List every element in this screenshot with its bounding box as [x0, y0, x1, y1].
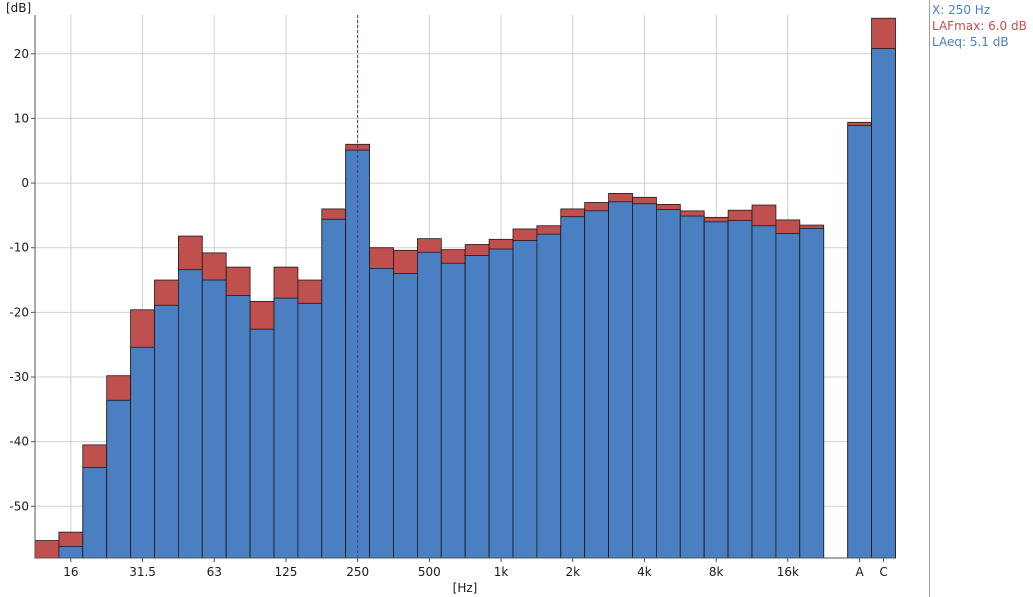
bar-laeq-2.5k[interactable] — [584, 210, 610, 559]
bar-laeq-800[interactable] — [464, 255, 490, 559]
bar-laeq-31.5[interactable] — [130, 346, 155, 559]
bar-lafmax-12.5[interactable] — [34, 540, 60, 559]
bar-laeq-2k[interactable] — [560, 216, 586, 559]
bar-laeq-20k[interactable] — [799, 227, 825, 559]
bar-laeq-200[interactable] — [321, 218, 347, 559]
x-tick-label: 1k — [494, 565, 509, 579]
bar-laeq-80[interactable] — [225, 295, 251, 559]
bar-laeq-1.25k[interactable] — [512, 240, 538, 559]
y-tick-label: -40 — [9, 435, 29, 449]
bar-laeq-315[interactable] — [369, 267, 394, 559]
bar-laeq-16k[interactable] — [775, 233, 801, 559]
bar-laeq-3.15k[interactable] — [608, 201, 633, 559]
x-tick-label: 16 — [63, 565, 78, 579]
x-tick-label: 31.5 — [129, 565, 156, 579]
y-tick-label: 10 — [14, 111, 29, 125]
bar-laeq-25[interactable] — [106, 399, 131, 559]
bar-laeq-5k[interactable] — [656, 209, 681, 559]
bar-laeq-125[interactable] — [273, 297, 299, 559]
bars — [34, 17, 896, 559]
bar-laeq-40[interactable] — [154, 304, 179, 559]
x-tick-label: C — [879, 565, 887, 579]
bar-laeq-160[interactable] — [297, 302, 323, 559]
x-tick-label: 500 — [418, 565, 441, 579]
y-axis-label: [dB] — [6, 1, 31, 15]
x-tick-label: 2k — [565, 565, 580, 579]
chart[interactable]: 20 10 0 -10 -20 -30 -40 -50 16 31.5 63 125 250 500 1k 2… — [0, 0, 930, 597]
bar-laeq-12.5k[interactable] — [751, 225, 777, 559]
y-tick-label: -10 — [9, 241, 29, 255]
x-axis-label: [Hz] — [453, 581, 478, 595]
x-tick-label: 63 — [207, 565, 222, 579]
x-tick-label: 125 — [274, 565, 297, 579]
bar-laeq-C[interactable] — [871, 48, 896, 559]
readout-x: X: 250 Hz — [932, 3, 991, 17]
bar-laeq-16[interactable] — [58, 545, 84, 559]
y-tick-label: 0 — [21, 176, 29, 190]
y-tick-label: -20 — [9, 305, 29, 319]
bar-laeq-1k[interactable] — [488, 248, 514, 559]
panel-divider — [929, 0, 930, 597]
bar-laeq-100[interactable] — [249, 328, 275, 559]
y-tick-label: -50 — [9, 499, 29, 513]
y-tick-label: 20 — [14, 47, 29, 61]
bar-laeq-630[interactable] — [440, 262, 466, 559]
x-tick-label: 250 — [346, 565, 369, 579]
bar-laeq-6.3k[interactable] — [679, 215, 705, 559]
x-tick-label: 4k — [637, 565, 652, 579]
bar-laeq-50[interactable] — [177, 269, 203, 559]
x-tick-label: 16k — [777, 565, 799, 579]
bar-laeq-500[interactable] — [416, 251, 442, 559]
bar-laeq-63[interactable] — [201, 279, 227, 559]
readout-lafmax: LAFmax: 6.0 dB — [932, 19, 1027, 33]
x-tick-label: 8k — [709, 565, 724, 579]
cursor-readout: X: 250 Hz LAFmax: 6.0 dB LAeq: 5.1 dB — [932, 2, 1027, 50]
readout-laeq: LAeq: 5.1 dB — [932, 35, 1009, 49]
x-tick-label: A — [856, 565, 865, 579]
bar-laeq-20[interactable] — [82, 467, 108, 559]
bar-laeq-10k[interactable] — [727, 220, 753, 559]
axes: 20 10 0 -10 -20 -30 -40 -50 16 31.5 63 125 250 500 1k 2… — [9, 15, 895, 579]
bar-laeq-1.6k[interactable] — [536, 233, 562, 559]
bar-laeq-400[interactable] — [393, 273, 418, 559]
bar-laeq-A[interactable] — [847, 125, 873, 559]
bar-laeq-4k[interactable] — [632, 203, 657, 559]
y-tick-label: -30 — [9, 370, 29, 384]
bar-laeq-8k[interactable] — [703, 221, 729, 559]
